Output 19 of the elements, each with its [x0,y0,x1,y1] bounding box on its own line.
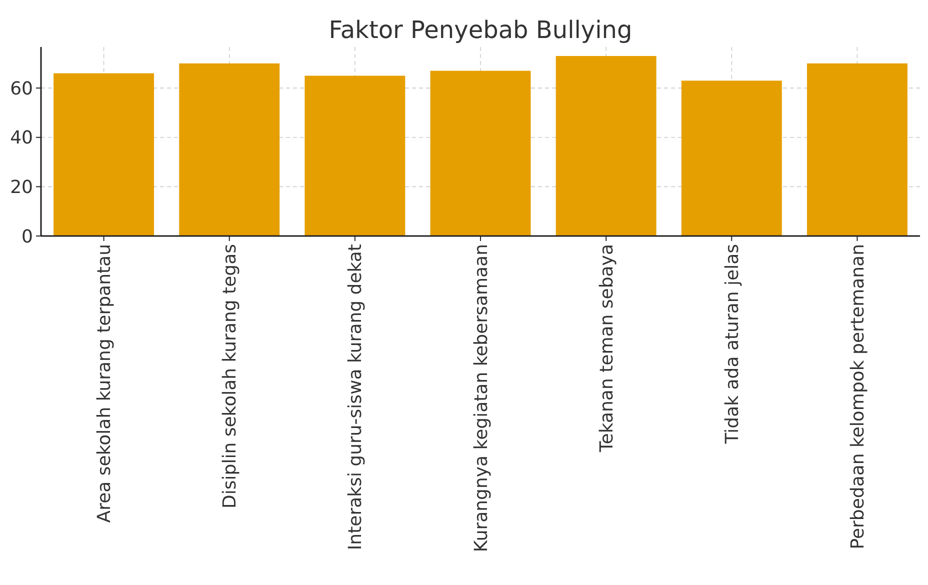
y-tick-label: 0 [22,226,33,248]
x-tick-label: Kurangnya kegiatan kebersamaan [470,244,492,552]
x-tick-label: Perbedaan kelompok pertemanan [848,244,869,550]
y-tick-label: 40 [10,128,33,149]
x-tick-label: Tidak ada aturan jelas [722,244,743,445]
bar [806,63,908,236]
x-tick-label: Interaksi guru-siswa kurang dekat [345,244,366,550]
bar [179,63,280,236]
chart-title: Faktor Penyebab Bullying [328,16,632,44]
x-tick-label: Area sekolah kurang terpantau [94,244,116,523]
x-tick-label: Tekanan teman sebaya [596,244,618,454]
y-tick-label: 20 [10,176,33,198]
bar [54,73,154,236]
bar [681,80,782,236]
bar [430,70,531,236]
bar [556,56,656,236]
y-tick-label: 60 [10,78,33,100]
bar [304,76,406,236]
x-tick-label: Disiplin sekolah kurang tegas [220,244,241,508]
